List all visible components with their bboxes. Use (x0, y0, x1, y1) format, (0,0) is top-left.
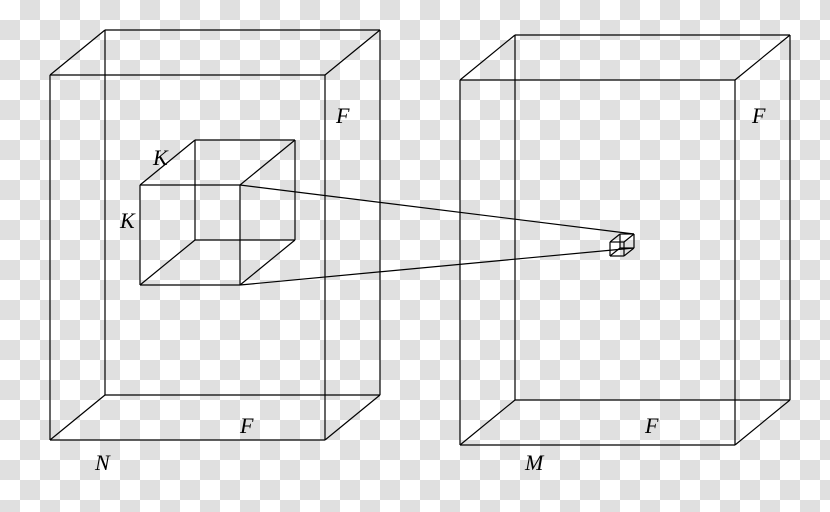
diagram-svg (0, 0, 830, 512)
